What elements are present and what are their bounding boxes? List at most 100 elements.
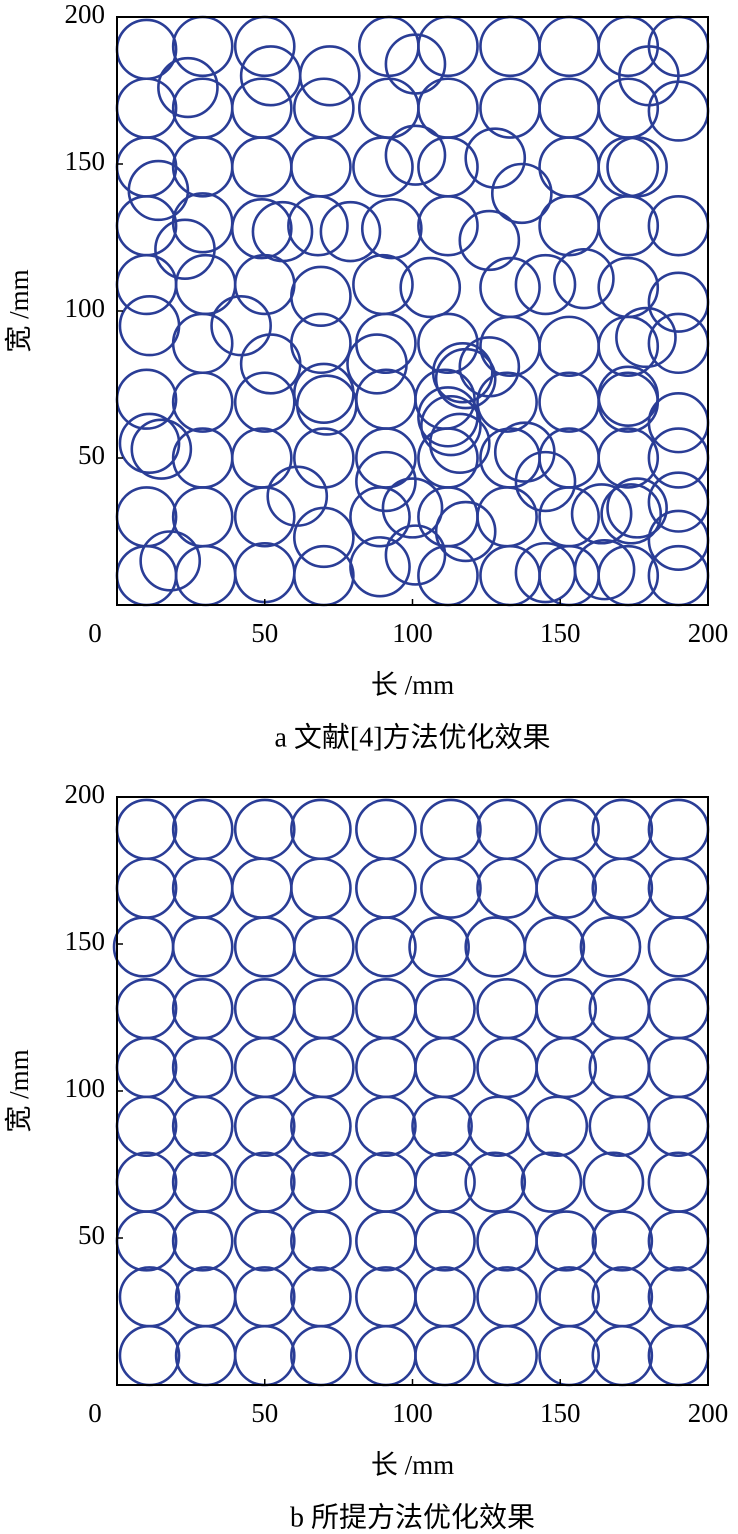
- circle-marker: [290, 136, 352, 198]
- circle-marker: [476, 1324, 538, 1387]
- circle-marker: [115, 253, 178, 316]
- circle-marker: [417, 195, 479, 257]
- circle-marker: [358, 77, 420, 139]
- caption: a 文献[4]方法优化效果: [274, 721, 550, 753]
- x-axis-label: 长 /mm: [371, 670, 454, 700]
- circle-marker: [600, 483, 663, 545]
- circle-marker: [319, 200, 382, 263]
- circle-marker: [538, 315, 600, 377]
- x-tick-label: 200: [688, 618, 729, 648]
- circle-marker: [476, 857, 538, 919]
- circle-marker: [115, 798, 178, 861]
- circle-marker: [233, 916, 296, 978]
- circle-marker: [290, 1324, 352, 1387]
- circle-marker: [520, 1151, 583, 1213]
- circle-marker: [115, 857, 178, 919]
- x-tick-label: 150: [540, 618, 581, 648]
- circle-marker: [476, 1036, 538, 1099]
- circle-marker: [233, 541, 296, 604]
- circle-marker: [479, 544, 541, 607]
- circle-marker: [538, 371, 600, 433]
- panel: 0 50 100 150 200 50 100 150 200 长 /mm 宽 /mm b 所提方法优…: [4, 779, 728, 1533]
- circle-marker: [591, 1210, 654, 1272]
- circle-marker: [606, 477, 668, 539]
- circle-marker: [230, 857, 293, 919]
- circle-marker: [384, 124, 447, 186]
- circle-marker: [384, 524, 447, 586]
- circle-marker: [174, 253, 237, 316]
- y-axis-label: 宽 /mm: [4, 269, 34, 352]
- circle-marker: [535, 857, 598, 919]
- circle-marker: [115, 977, 178, 1040]
- circle-marker: [171, 427, 234, 489]
- circle-marker: [582, 1151, 645, 1213]
- circle-marker: [230, 136, 293, 198]
- circle-marker: [233, 1095, 296, 1157]
- y-tick-label: 200: [65, 779, 106, 809]
- circle-marker: [464, 916, 527, 978]
- circle-marker: [597, 195, 660, 257]
- circle-marker: [647, 798, 710, 861]
- circle-marker: [417, 386, 479, 448]
- circle-marker: [355, 977, 417, 1040]
- circle-marker: [434, 347, 497, 410]
- circle-marker: [417, 486, 479, 548]
- circle-marker: [355, 857, 417, 919]
- circle-marker: [115, 544, 178, 607]
- circle-marker: [233, 371, 296, 433]
- y-tick-label: 150: [65, 926, 106, 956]
- circle-marker: [171, 857, 234, 919]
- circle-marker: [420, 394, 482, 457]
- circle-marker: [417, 312, 479, 375]
- circle-marker: [647, 1036, 710, 1099]
- circle-marker: [355, 1324, 417, 1387]
- circle-marker: [171, 77, 234, 139]
- circle-marker: [597, 365, 660, 427]
- circle-marker: [479, 256, 541, 319]
- circle-marker: [171, 136, 234, 198]
- circle-marker: [417, 15, 479, 78]
- circle-marker: [355, 450, 417, 513]
- circle-marker: [171, 977, 234, 1040]
- circle-marker: [476, 1266, 538, 1328]
- circle-marker: [290, 1095, 352, 1157]
- circle-marker: [290, 1151, 352, 1213]
- circle-marker: [414, 1324, 476, 1387]
- circle-marker: [230, 197, 293, 260]
- x-tick-label: 150: [540, 1398, 581, 1428]
- circle-marker: [115, 1095, 178, 1157]
- circle-marker: [352, 253, 414, 316]
- circle-marker: [523, 916, 586, 978]
- circle-marker: [414, 1036, 476, 1099]
- circle-marker: [118, 412, 181, 474]
- circle-marker: [293, 1036, 355, 1099]
- circle-marker: [538, 77, 600, 139]
- circle-marker: [570, 483, 633, 545]
- circle-marker: [210, 295, 272, 357]
- circle-marker: [266, 465, 329, 527]
- circle-marker: [290, 1210, 352, 1272]
- circle-marker: [230, 77, 293, 139]
- circle-marker: [420, 857, 482, 919]
- circle-marker: [127, 159, 190, 222]
- circle-marker: [647, 1324, 710, 1387]
- circle-marker: [591, 798, 654, 861]
- circle-marker: [115, 486, 178, 548]
- circle-marker: [647, 977, 710, 1040]
- circle-marker: [290, 265, 352, 327]
- circle-marker: [538, 798, 600, 861]
- circle-marker: [381, 477, 444, 539]
- circle-marker: [233, 253, 296, 316]
- circle-marker: [408, 916, 470, 978]
- circle-marker: [171, 798, 234, 861]
- circle-marker: [174, 1324, 237, 1387]
- circle-marker: [130, 418, 193, 480]
- circle-marker: [615, 306, 677, 369]
- x-tick-label: 0: [88, 618, 102, 648]
- circle-marker: [355, 1210, 417, 1272]
- circle-marker: [233, 798, 296, 861]
- circle-marker: [458, 209, 521, 272]
- y-tick-label: 200: [65, 0, 106, 29]
- circle-marker: [233, 1324, 296, 1387]
